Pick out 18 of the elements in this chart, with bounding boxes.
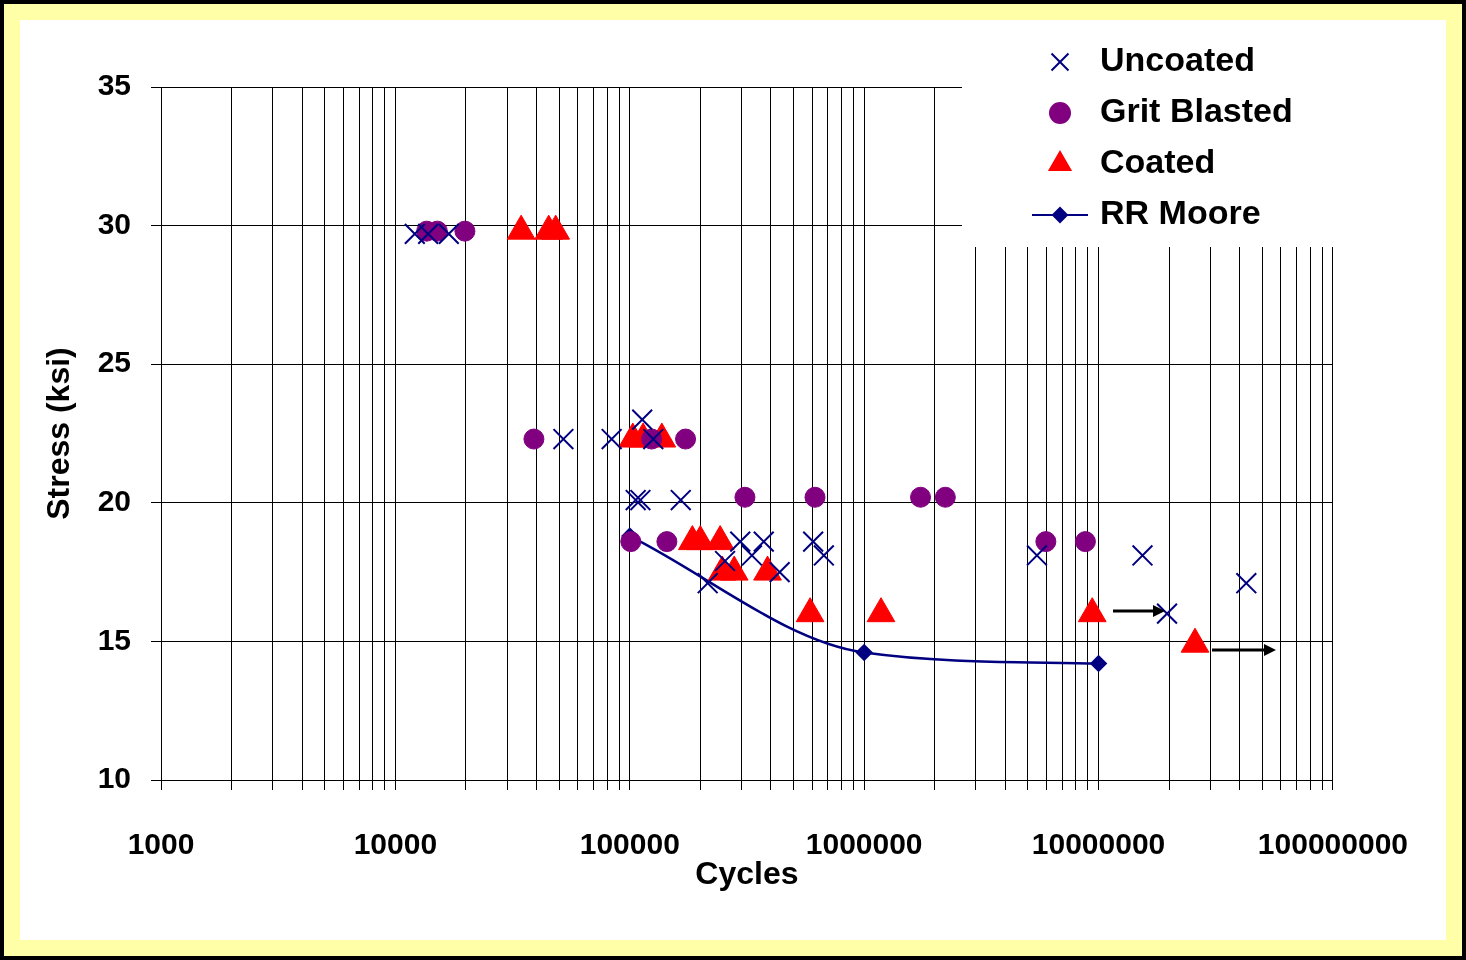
x-tick-label: 10000000 [1031,827,1166,861]
y-tick-label: 10 [97,761,131,795]
y-axis-title: Stress (ksi) [39,347,76,520]
x-tick-label: 1000 [127,827,195,861]
x-tick-label: 100000 [579,827,680,861]
y-tick-label: 15 [97,622,131,656]
legend-label: Uncoated [1100,40,1255,79]
x-tick-label: 100000000 [1257,827,1409,861]
y-tick-label: 35 [97,68,131,102]
legend-label: Grit Blasted [1100,91,1293,130]
legend-label: RR Moore [1100,193,1261,232]
y-tick-label: 20 [97,484,131,518]
x-axis-title: Cycles [695,854,799,891]
x-tick-label: 10000 [353,827,438,861]
y-tick-label: 30 [97,206,131,240]
legend-label: Coated [1100,142,1216,181]
x-tick-label: 1000000 [805,827,923,861]
y-tick-label: 25 [97,345,131,379]
